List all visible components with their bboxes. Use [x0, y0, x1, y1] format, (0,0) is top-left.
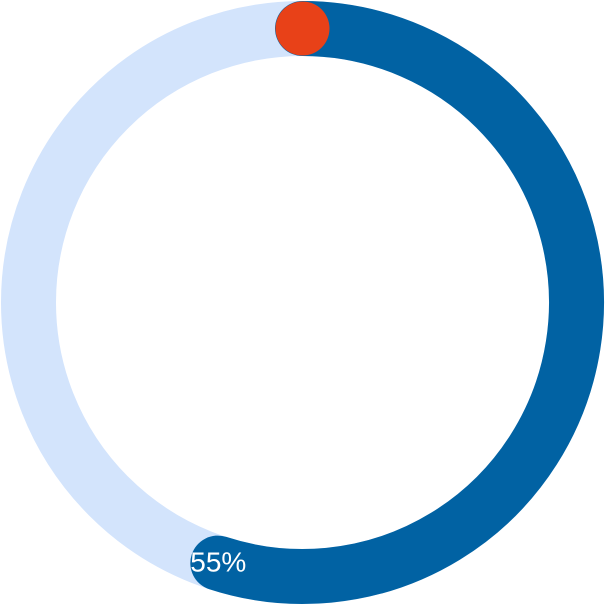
progress-percent-label: 55% [190, 546, 246, 577]
start-marker-dot [275, 1, 330, 56]
progress-arc [190, 1, 604, 604]
